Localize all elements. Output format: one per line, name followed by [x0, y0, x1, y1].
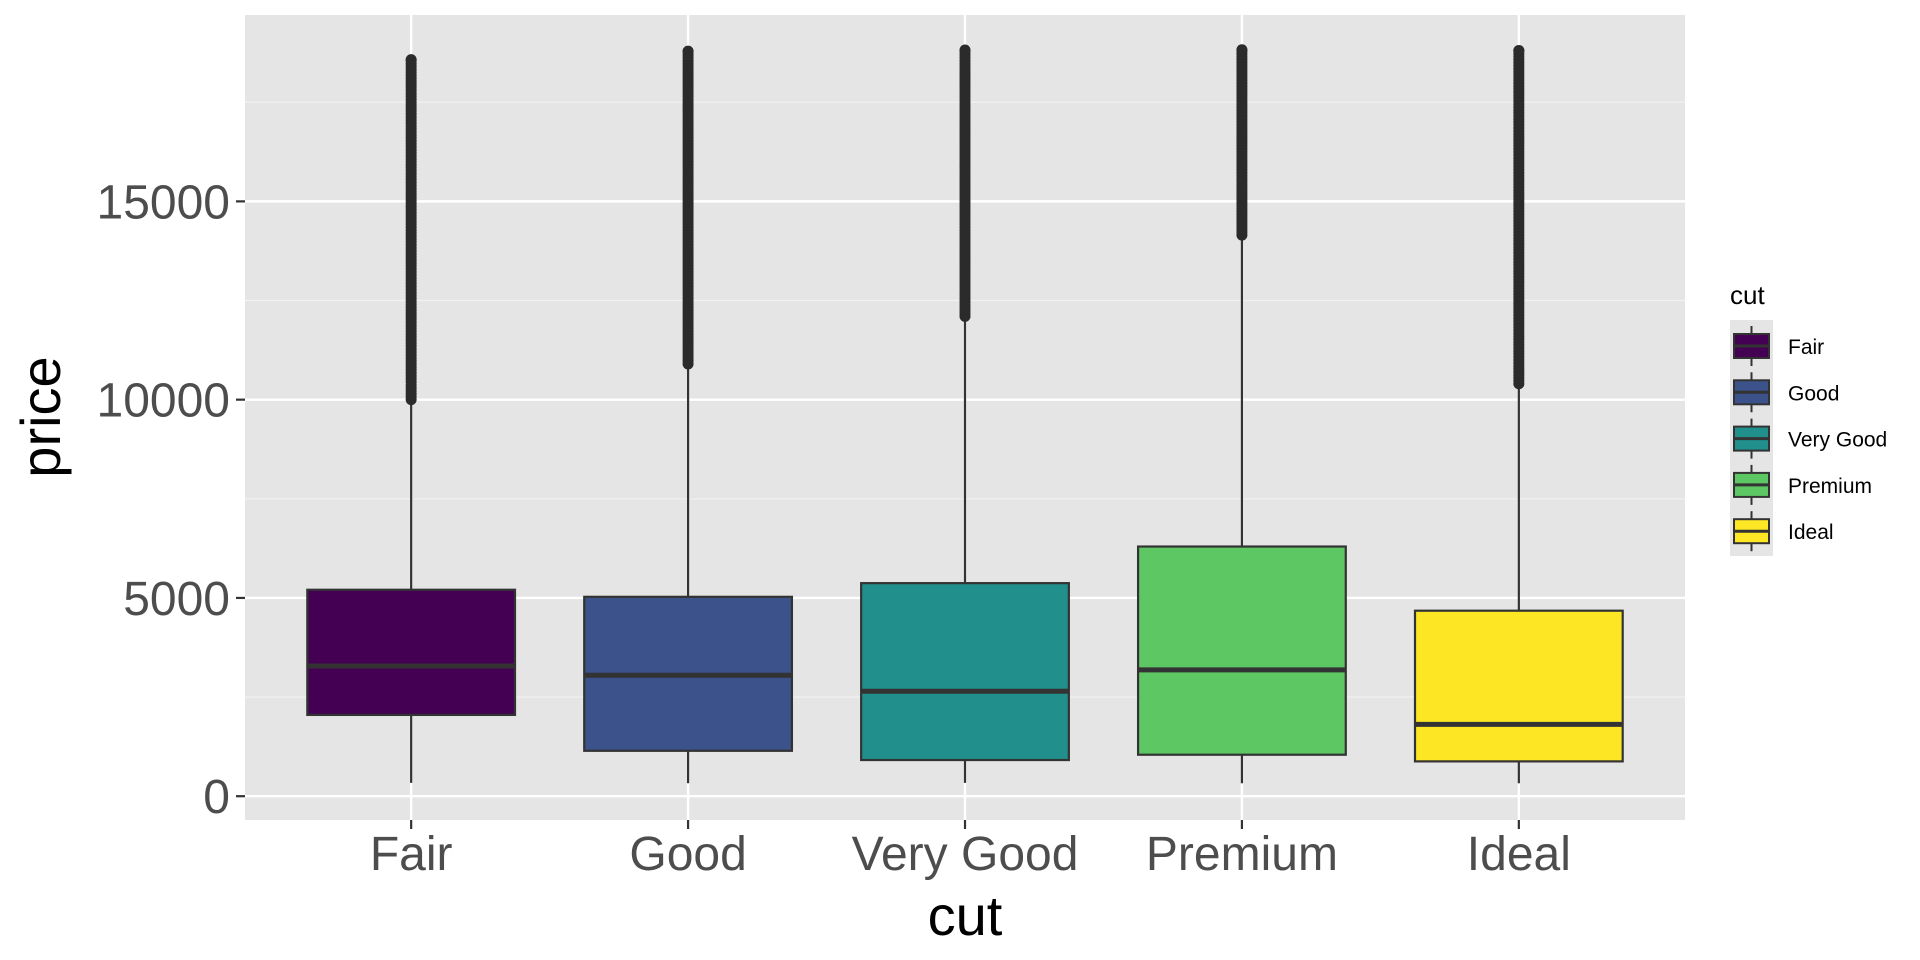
- x-tick-label: Premium: [1146, 828, 1338, 881]
- y-tick-label: 15000: [97, 176, 230, 229]
- x-tick-label: Very Good: [852, 828, 1079, 881]
- x-tick-label: Fair: [370, 828, 453, 881]
- box-fair: [306, 54, 517, 783]
- x-tick-label: Good: [629, 828, 746, 881]
- outlier-point: [405, 54, 417, 66]
- outlier-point: [682, 45, 694, 57]
- legend-label: Very Good: [1788, 429, 1887, 452]
- legend-label: Good: [1788, 382, 1839, 405]
- box-iqr: [860, 582, 1070, 762]
- y-tick-label: 5000: [123, 573, 230, 626]
- x-axis: Fair Good Very Good Premium Ideal: [370, 820, 1571, 881]
- legend-label: Premium: [1788, 475, 1872, 498]
- legend-title: cut: [1730, 280, 1765, 310]
- y-tick-label: 0: [203, 771, 230, 824]
- box-very-good: [860, 44, 1070, 783]
- legend-label: Fair: [1788, 336, 1824, 359]
- outlier-point: [959, 44, 971, 56]
- outlier-point: [1236, 44, 1248, 56]
- y-axis-title: price: [9, 356, 72, 477]
- legend-item-very-good: Very Good: [1733, 418, 1887, 459]
- legend-item-fair: Fair: [1733, 326, 1824, 366]
- box-iqr: [306, 588, 517, 717]
- box-iqr: [1413, 609, 1624, 763]
- x-axis-title: cut: [928, 884, 1003, 947]
- y-tick-label: 10000: [97, 375, 230, 428]
- box-premium: [1136, 44, 1347, 784]
- box-iqr: [1136, 545, 1347, 756]
- x-tick-label: Ideal: [1467, 828, 1571, 881]
- legend-item-good: Good: [1733, 372, 1839, 413]
- boxes-layer: [306, 44, 1624, 784]
- legend: cut Fair Good Very Good Premium Ideal: [1730, 280, 1887, 556]
- legend-item-ideal: Ideal: [1733, 511, 1834, 552]
- box-good: [583, 45, 794, 784]
- outlier-point: [1513, 44, 1525, 56]
- legend-label: Ideal: [1788, 521, 1834, 544]
- y-axis: 0 5000 10000 15000: [97, 176, 245, 824]
- box-ideal: [1413, 44, 1624, 784]
- legend-item-premium: Premium: [1733, 464, 1872, 505]
